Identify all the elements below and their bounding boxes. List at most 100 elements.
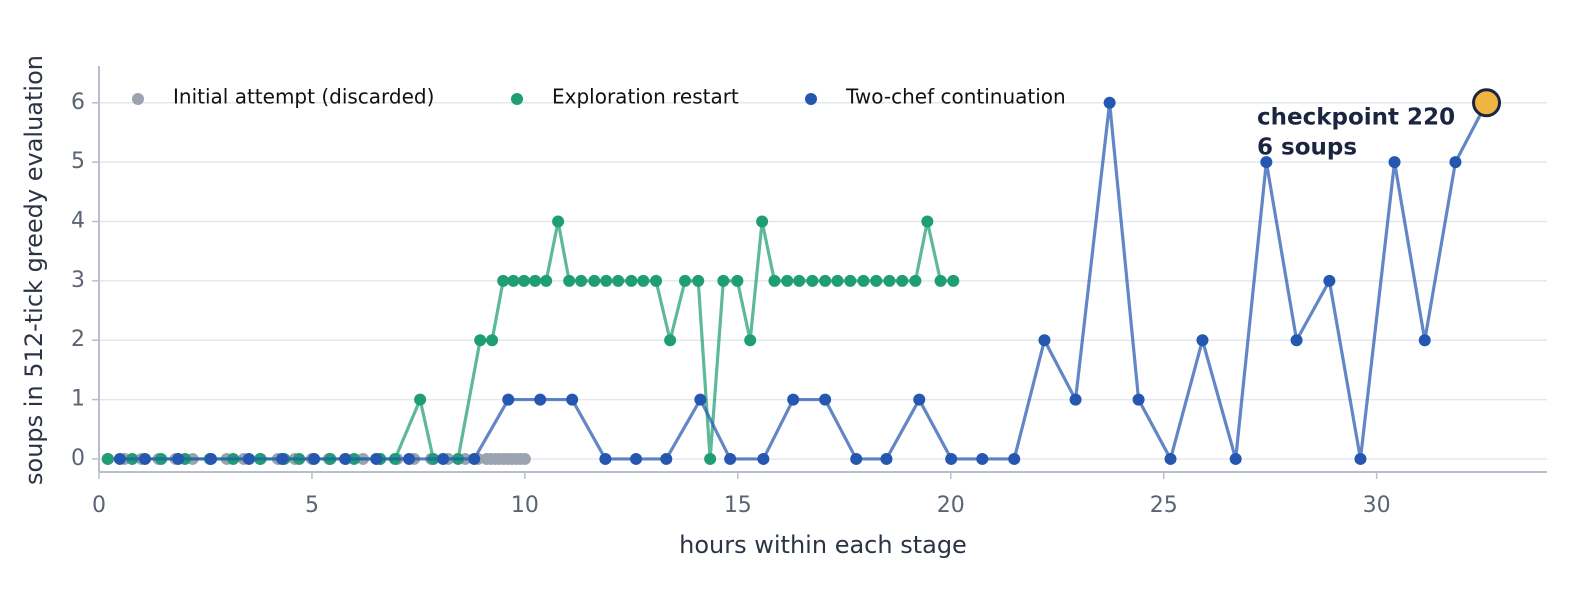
data-point [534,393,547,406]
data-point [205,452,218,465]
data-point [502,393,515,406]
data-point [518,452,531,465]
data-point [518,274,531,287]
data-point [588,274,601,287]
data-point [1323,274,1336,287]
data-point [921,215,934,228]
data-point [660,452,673,465]
x-axis-label: hours within each stage [679,531,967,559]
data-point [664,334,677,347]
data-point [1290,334,1303,347]
data-point [724,452,737,465]
data-point [552,215,565,228]
data-point [1229,452,1242,465]
data-point [806,274,819,287]
data-point [1103,96,1116,109]
y-tick-label: 6 [71,90,85,115]
data-point [850,452,863,465]
x-tick-label: 30 [1363,493,1391,518]
data-point [172,452,185,465]
y-tick-label: 0 [71,446,85,471]
data-point [831,274,844,287]
data-point [276,452,289,465]
data-point [880,452,893,465]
data-point [883,274,896,287]
annotation: 6 soups [1257,135,1357,161]
x-tick-label: 5 [305,493,319,518]
data-point [704,452,717,465]
data-point [731,274,744,287]
legend-marker [511,93,523,105]
data-point [529,274,542,287]
data-point [844,274,857,287]
data-point [575,274,588,287]
y-tick-label: 5 [71,149,85,174]
data-point [781,274,794,287]
data-point [437,452,450,465]
y-axis-label: soups in 512-tick greedy evaluation [20,55,48,485]
highlight-point [1472,88,1502,118]
data-point [692,274,705,287]
data-point [468,452,481,465]
data-point [757,452,770,465]
y-tick-label: 2 [71,327,85,352]
data-point [600,274,613,287]
y-tick-label: 4 [71,209,85,234]
legend-label: Two-chef continuation [845,85,1066,109]
data-point [113,452,126,465]
data-point [403,452,416,465]
data-point [896,274,909,287]
data-point [694,393,707,406]
data-point [870,274,883,287]
data-point [339,452,352,465]
annotation: checkpoint 220 [1257,105,1455,131]
data-point [787,393,800,406]
data-point [1388,156,1401,169]
x-tick-label: 20 [937,493,965,518]
data-point [819,393,832,406]
data-point [1418,334,1431,347]
data-point [507,274,520,287]
data-point [1164,452,1177,465]
data-point [1260,156,1273,169]
data-point [599,452,612,465]
data-point [101,452,114,465]
data-point [1132,393,1145,406]
data-point [976,452,989,465]
y-tick-label: 1 [71,387,85,412]
data-point [630,452,643,465]
data-point [497,274,510,287]
data-point [1354,452,1367,465]
x-tick-label: 15 [724,493,752,518]
data-point [308,452,321,465]
legend-marker [132,93,144,105]
data-point [934,274,947,287]
data-point [1038,334,1051,347]
data-point [857,274,870,287]
data-point [909,274,922,287]
data-point [370,452,383,465]
data-point [1196,334,1209,347]
y-tick-label: 3 [71,268,85,293]
data-point [625,274,638,287]
data-point [819,274,832,287]
data-point [563,274,576,287]
data-point [242,452,255,465]
data-point [637,274,650,287]
data-point [650,274,663,287]
data-point [540,274,553,287]
data-point [768,274,781,287]
data-point [138,452,151,465]
legend-marker [805,93,817,105]
data-point [793,274,806,287]
data-point [612,274,625,287]
legend-label: Initial attempt (discarded) [173,85,434,109]
x-tick-label: 10 [511,493,539,518]
data-point [756,215,769,228]
legend-label: Exploration restart [552,85,739,109]
data-point [717,274,730,287]
data-point [566,393,579,406]
data-point [1069,393,1082,406]
data-point [1449,156,1462,169]
